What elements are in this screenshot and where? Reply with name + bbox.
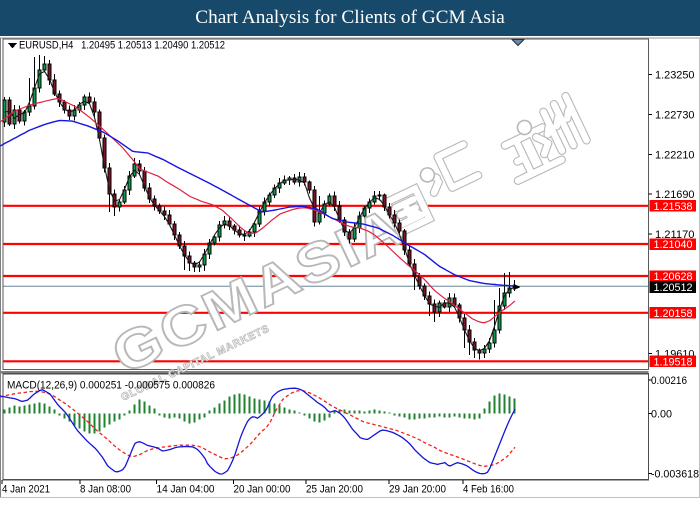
svg-text:1.21538: 1.21538 bbox=[654, 201, 693, 213]
svg-text:1.21690: 1.21690 bbox=[655, 189, 695, 201]
svg-text:0.00216: 0.00216 bbox=[651, 375, 687, 387]
svg-text:8 Jan 08:00: 8 Jan 08:00 bbox=[80, 484, 131, 496]
svg-text:1.19518: 1.19518 bbox=[654, 356, 693, 368]
svg-text:1.20628: 1.20628 bbox=[654, 271, 693, 283]
svg-text:4 Feb 16:00: 4 Feb 16:00 bbox=[463, 484, 514, 496]
svg-text:1.22210: 1.22210 bbox=[655, 150, 695, 162]
svg-text:1.21040: 1.21040 bbox=[654, 239, 693, 251]
svg-text:14 Jan 04:00: 14 Jan 04:00 bbox=[157, 484, 215, 496]
svg-text:-0.003618: -0.003618 bbox=[651, 469, 699, 481]
svg-text:1.20158: 1.20158 bbox=[654, 308, 693, 320]
svg-text:25 Jan 20:00: 25 Jan 20:00 bbox=[306, 484, 363, 496]
svg-text:29 Jan 20:00: 29 Jan 20:00 bbox=[389, 484, 446, 496]
svg-text:MACD(12,26,9) 0.000251 -0.0005: MACD(12,26,9) 0.000251 -0.000575 0.00082… bbox=[7, 380, 215, 392]
svg-text:1.23250: 1.23250 bbox=[655, 70, 695, 82]
svg-text:4 Jan 2021: 4 Jan 2021 bbox=[2, 484, 50, 496]
svg-text:EURUSD,H4 1.20495 1.20513 1.: EURUSD,H4 1.20495 1.20513 1.20490 1.2051… bbox=[19, 40, 225, 52]
svg-text:1.21170: 1.21170 bbox=[655, 229, 695, 241]
svg-text:20 Jan 00:00: 20 Jan 00:00 bbox=[234, 484, 291, 496]
svg-text:0.00: 0.00 bbox=[651, 408, 672, 420]
svg-text:1.20512: 1.20512 bbox=[654, 282, 693, 294]
svg-text:1.22730: 1.22730 bbox=[655, 110, 695, 122]
